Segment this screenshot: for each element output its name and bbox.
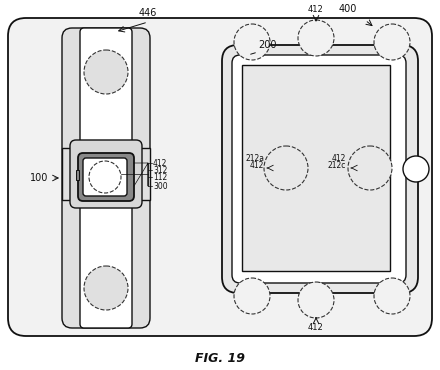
FancyBboxPatch shape: [78, 153, 134, 201]
Text: 112: 112: [153, 172, 167, 182]
Text: 200: 200: [258, 40, 276, 50]
FancyBboxPatch shape: [62, 28, 150, 328]
Text: 412: 412: [153, 158, 167, 168]
Bar: [76, 170, 79, 180]
Text: FIG. 19: FIG. 19: [195, 352, 245, 364]
Circle shape: [374, 278, 410, 314]
Circle shape: [264, 146, 308, 190]
Bar: [242, 65, 390, 271]
Circle shape: [84, 266, 128, 310]
Text: 400: 400: [339, 4, 357, 14]
Text: 212a: 212a: [245, 154, 264, 163]
Bar: [132, 148, 150, 200]
Text: 100: 100: [30, 173, 48, 183]
FancyBboxPatch shape: [8, 18, 432, 336]
Circle shape: [84, 50, 128, 94]
Text: 412: 412: [308, 5, 324, 14]
Circle shape: [298, 282, 334, 318]
Circle shape: [374, 24, 410, 60]
Circle shape: [234, 24, 270, 60]
Circle shape: [348, 146, 392, 190]
Circle shape: [89, 161, 121, 193]
Circle shape: [234, 278, 270, 314]
Circle shape: [403, 156, 429, 182]
FancyBboxPatch shape: [83, 158, 127, 196]
FancyBboxPatch shape: [80, 28, 132, 328]
Circle shape: [298, 20, 334, 56]
Text: 300: 300: [153, 182, 168, 191]
Bar: [62, 148, 80, 200]
FancyBboxPatch shape: [232, 55, 406, 283]
FancyBboxPatch shape: [70, 140, 142, 208]
Text: 412: 412: [332, 154, 346, 163]
Text: 446: 446: [139, 8, 157, 18]
Text: 412: 412: [249, 161, 264, 170]
Text: 312: 312: [153, 165, 167, 175]
Text: 412: 412: [308, 323, 324, 332]
FancyBboxPatch shape: [222, 45, 418, 293]
Text: 212c: 212c: [328, 161, 346, 170]
